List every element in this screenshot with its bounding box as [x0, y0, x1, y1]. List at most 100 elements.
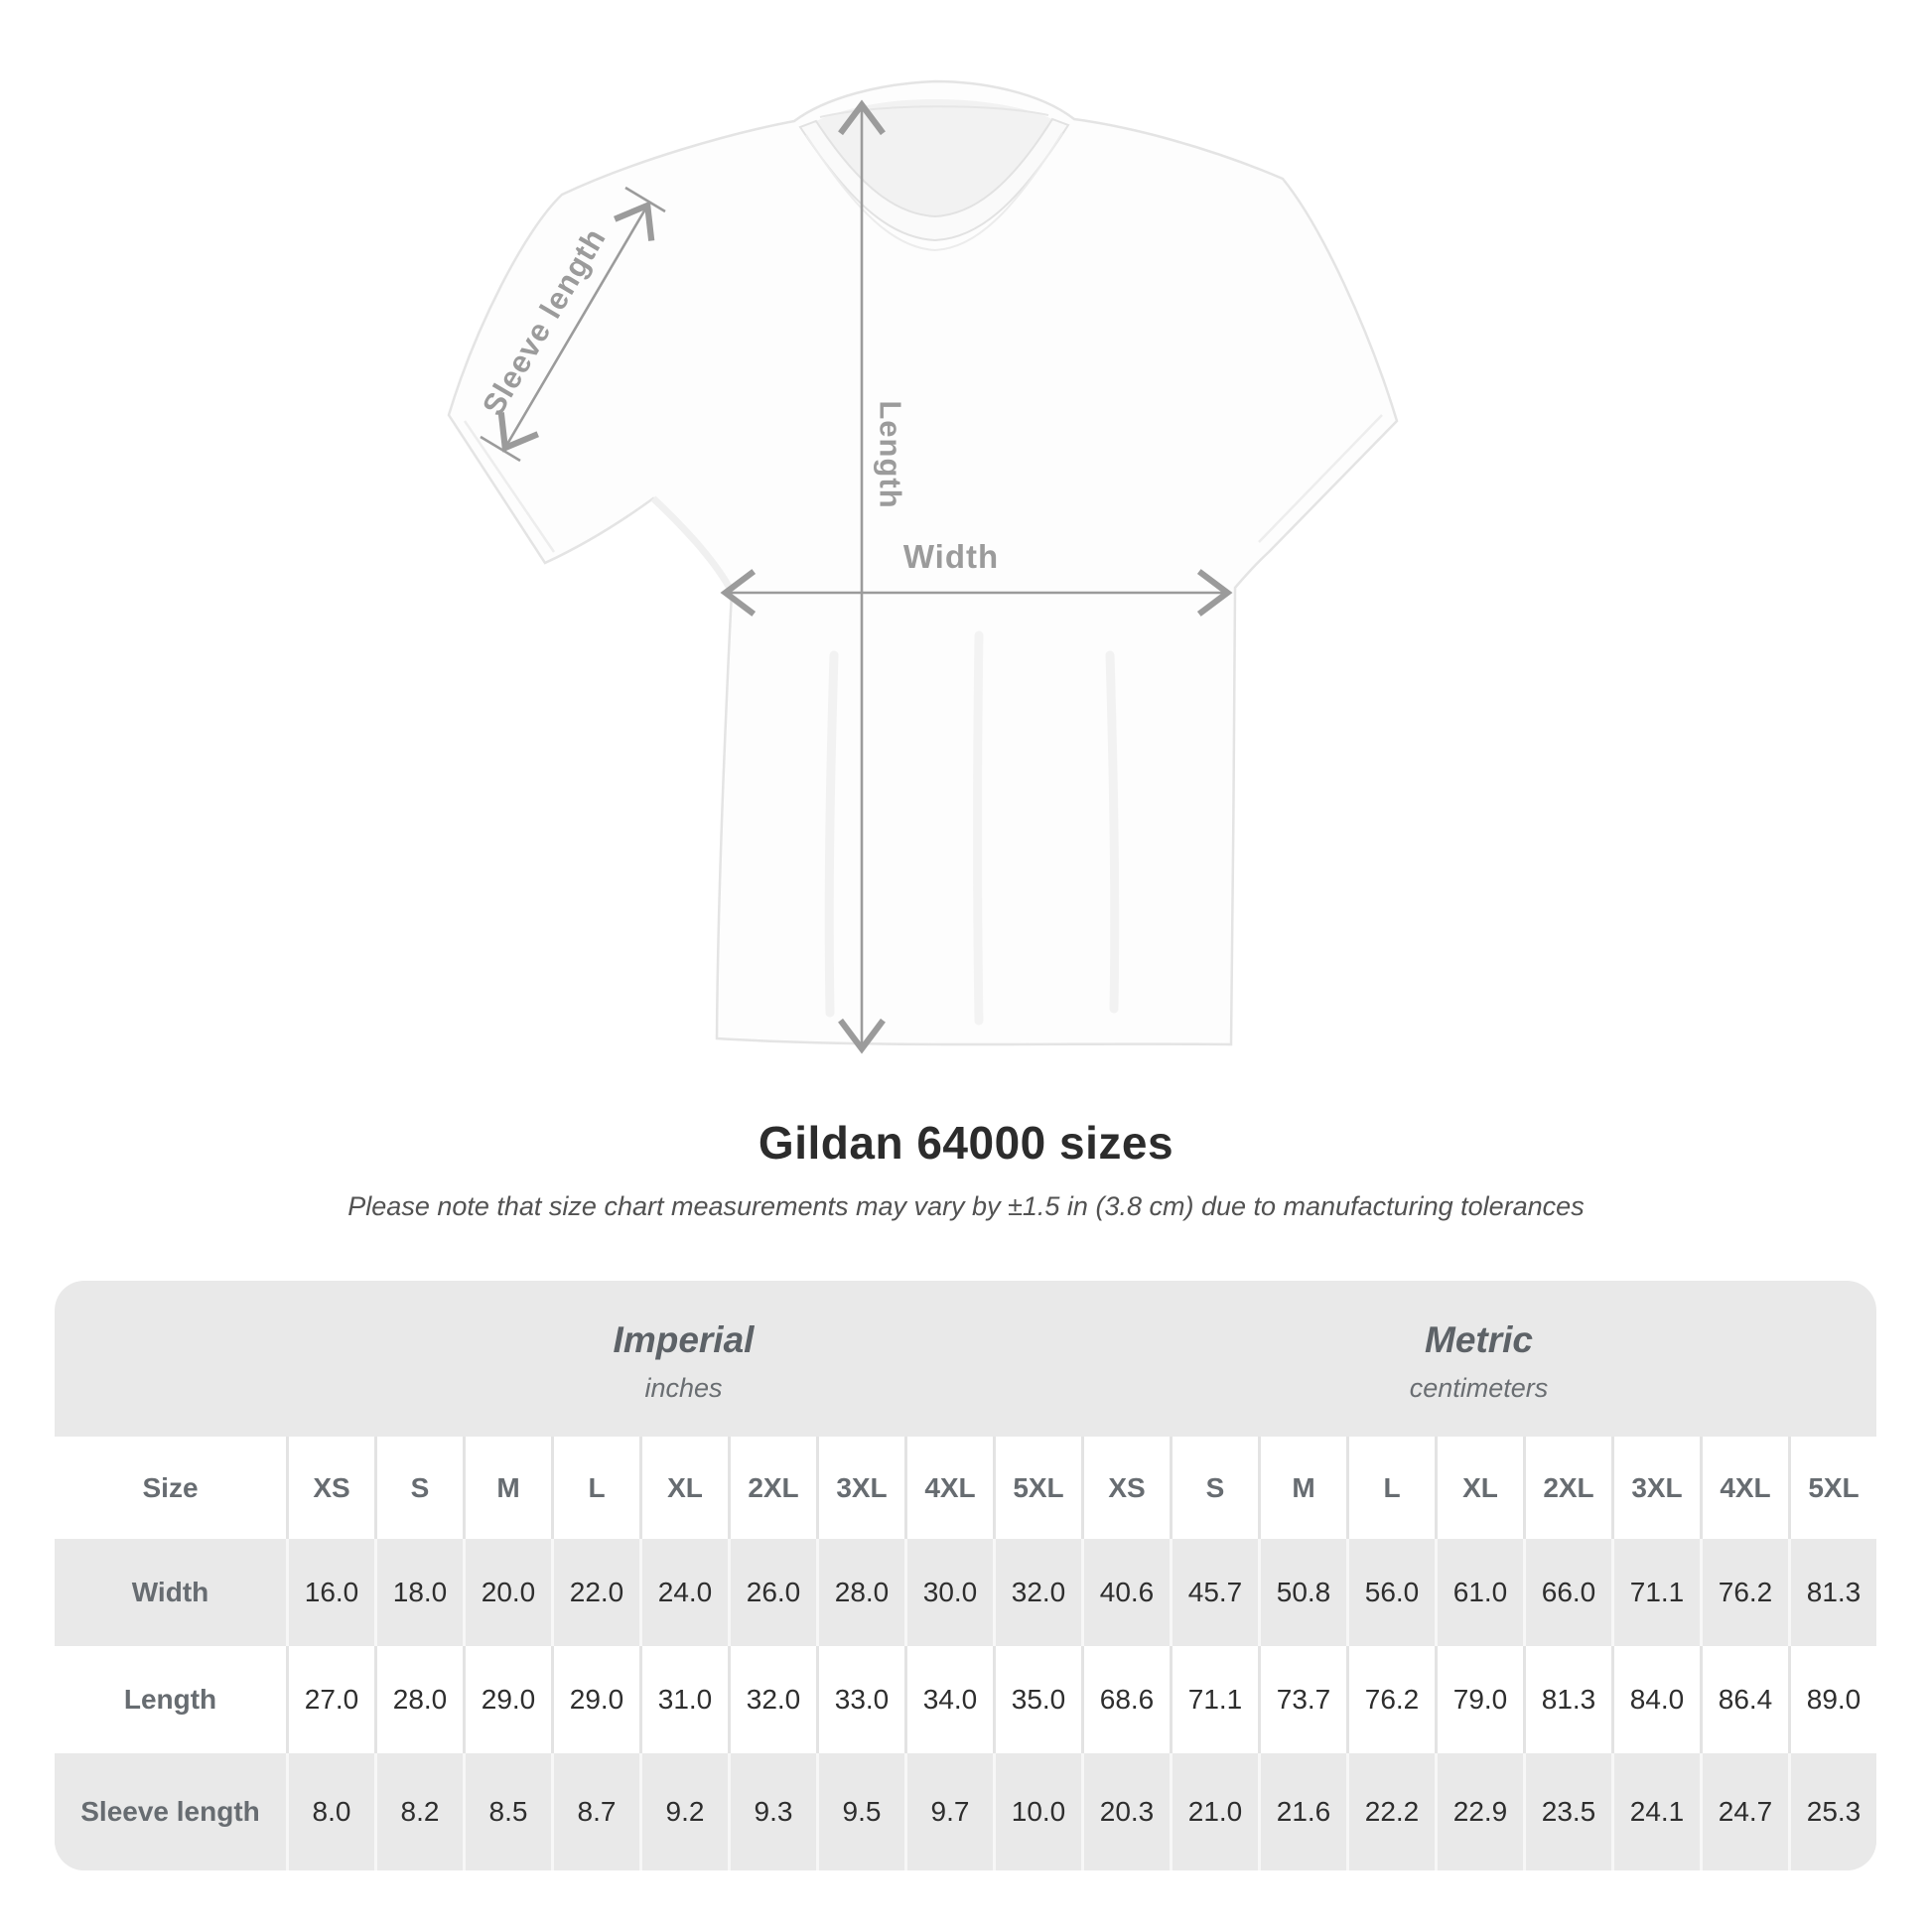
size-header-metric-5xl: 5XL [1788, 1437, 1876, 1539]
page-title: Gildan 64000 sizes [758, 1117, 1174, 1169]
size-header-metric-l: L [1346, 1437, 1435, 1539]
size-header-metric-s: S [1170, 1437, 1258, 1539]
value-cell: 9.7 [904, 1753, 993, 1870]
value-cell: 29.0 [551, 1646, 639, 1753]
value-cell: 21.0 [1170, 1753, 1258, 1870]
value-cell: 32.0 [993, 1539, 1081, 1646]
value-cell: 71.1 [1170, 1646, 1258, 1753]
size-table: Imperial inches Metric centimeters Size … [55, 1281, 1876, 1870]
size-column-title: Size [142, 1471, 199, 1503]
value-cell: 10.0 [993, 1753, 1081, 1870]
row-label-width: Width [131, 1577, 209, 1607]
value-cell: 27.0 [286, 1646, 374, 1753]
value-cell: 22.9 [1435, 1753, 1523, 1870]
value-cell: 50.8 [1258, 1539, 1346, 1646]
row-label-sleeve-length: Sleeve length [80, 1796, 260, 1827]
value-cell: 79.0 [1435, 1646, 1523, 1753]
value-cell: 24.7 [1700, 1753, 1788, 1870]
value-cell: 20.0 [463, 1539, 551, 1646]
table-row-sleeve-length: Sleeve length 8.0 8.2 8.5 8.7 9.2 9.3 9.… [55, 1753, 1876, 1870]
size-header-metric-3xl: 3XL [1611, 1437, 1700, 1539]
unit-header-imperial: Imperial inches [286, 1281, 1081, 1437]
value-cell: 16.0 [286, 1539, 374, 1646]
value-cell: 81.3 [1523, 1646, 1611, 1753]
value-cell: 81.3 [1788, 1539, 1876, 1646]
value-cell: 33.0 [816, 1646, 904, 1753]
value-cell: 71.1 [1611, 1539, 1700, 1646]
row-label-length: Length [123, 1684, 217, 1715]
value-cell: 73.7 [1258, 1646, 1346, 1753]
length-label: Length [874, 400, 908, 508]
unit-header-metric: Metric centimeters [1081, 1281, 1876, 1437]
tshirt-fold [1105, 650, 1120, 1014]
page-subtitle: Please note that size chart measurements… [347, 1191, 1585, 1221]
size-header-imperial-2xl: 2XL [728, 1437, 816, 1539]
value-cell: 30.0 [904, 1539, 993, 1646]
value-cell: 84.0 [1611, 1646, 1700, 1753]
value-cell: 76.2 [1700, 1539, 1788, 1646]
value-cell: 34.0 [904, 1646, 993, 1753]
size-header-metric-4xl: 4XL [1700, 1437, 1788, 1539]
value-cell: 22.0 [551, 1539, 639, 1646]
size-header-metric-xl: XL [1435, 1437, 1523, 1539]
metric-unit: centimeters [1409, 1373, 1549, 1403]
tshirt-right-cuff-stitch [1258, 414, 1383, 543]
sleeve-length-tick-top [624, 186, 666, 213]
width-label: Width [903, 538, 999, 575]
size-header-imperial-xl: XL [639, 1437, 728, 1539]
value-cell: 31.0 [639, 1646, 728, 1753]
value-cell: 68.6 [1081, 1646, 1170, 1753]
table-row-width: Width 16.0 18.0 20.0 22.0 24.0 26.0 28.0… [55, 1539, 1876, 1646]
value-cell: 61.0 [1435, 1539, 1523, 1646]
value-cell: 89.0 [1788, 1646, 1876, 1753]
tshirt-left-cuff-stitch [463, 420, 556, 553]
value-cell: 25.3 [1788, 1753, 1876, 1870]
unit-header-row: Imperial inches Metric centimeters [55, 1281, 1876, 1437]
value-cell: 24.1 [1611, 1753, 1700, 1870]
value-cell: 76.2 [1346, 1646, 1435, 1753]
value-cell: 23.5 [1523, 1753, 1611, 1870]
value-cell: 24.0 [639, 1539, 728, 1646]
tshirt-body [447, 79, 1399, 1046]
value-cell: 8.5 [463, 1753, 551, 1870]
value-cell: 66.0 [1523, 1539, 1611, 1646]
table-row-length: Length 27.0 28.0 29.0 29.0 31.0 32.0 33.… [55, 1646, 1876, 1753]
imperial-unit: inches [644, 1373, 723, 1403]
size-header-metric-xs: XS [1081, 1437, 1170, 1539]
size-header-imperial-s: S [374, 1437, 463, 1539]
dimension-annotations [480, 99, 1233, 1054]
value-cell: 45.7 [1170, 1539, 1258, 1646]
tshirt-photo [447, 79, 1399, 1046]
imperial-title: Imperial [613, 1319, 755, 1360]
value-cell: 28.0 [374, 1646, 463, 1753]
metric-title: Metric [1425, 1319, 1533, 1360]
value-cell: 8.7 [551, 1753, 639, 1870]
size-header-row: Size XS S M L XL 2XL 3XL 4XL 5XL XS S M … [55, 1437, 1876, 1539]
size-header-imperial-4xl: 4XL [904, 1437, 993, 1539]
value-cell: 86.4 [1700, 1646, 1788, 1753]
value-cell: 9.5 [816, 1753, 904, 1870]
value-cell: 21.6 [1258, 1753, 1346, 1870]
size-header-imperial-xs: XS [286, 1437, 374, 1539]
value-cell: 20.3 [1081, 1753, 1170, 1870]
value-cell: 8.2 [374, 1753, 463, 1870]
value-cell: 28.0 [816, 1539, 904, 1646]
value-cell: 40.6 [1081, 1539, 1170, 1646]
tshirt-fold [973, 630, 984, 1026]
value-cell: 32.0 [728, 1646, 816, 1753]
size-header-imperial-m: M [463, 1437, 551, 1539]
value-cell: 26.0 [728, 1539, 816, 1646]
size-header-imperial-5xl: 5XL [993, 1437, 1081, 1539]
size-header-imperial-l: L [551, 1437, 639, 1539]
value-cell: 9.2 [639, 1753, 728, 1870]
tshirt-fold [824, 650, 839, 1018]
value-cell: 29.0 [463, 1646, 551, 1753]
value-cell: 9.3 [728, 1753, 816, 1870]
tshirt-figure: Sleeve length Length Width [447, 79, 1399, 1054]
value-cell: 18.0 [374, 1539, 463, 1646]
size-header-metric-2xl: 2XL [1523, 1437, 1611, 1539]
size-header-metric-m: M [1258, 1437, 1346, 1539]
size-header-imperial-3xl: 3XL [816, 1437, 904, 1539]
value-cell: 56.0 [1346, 1539, 1435, 1646]
